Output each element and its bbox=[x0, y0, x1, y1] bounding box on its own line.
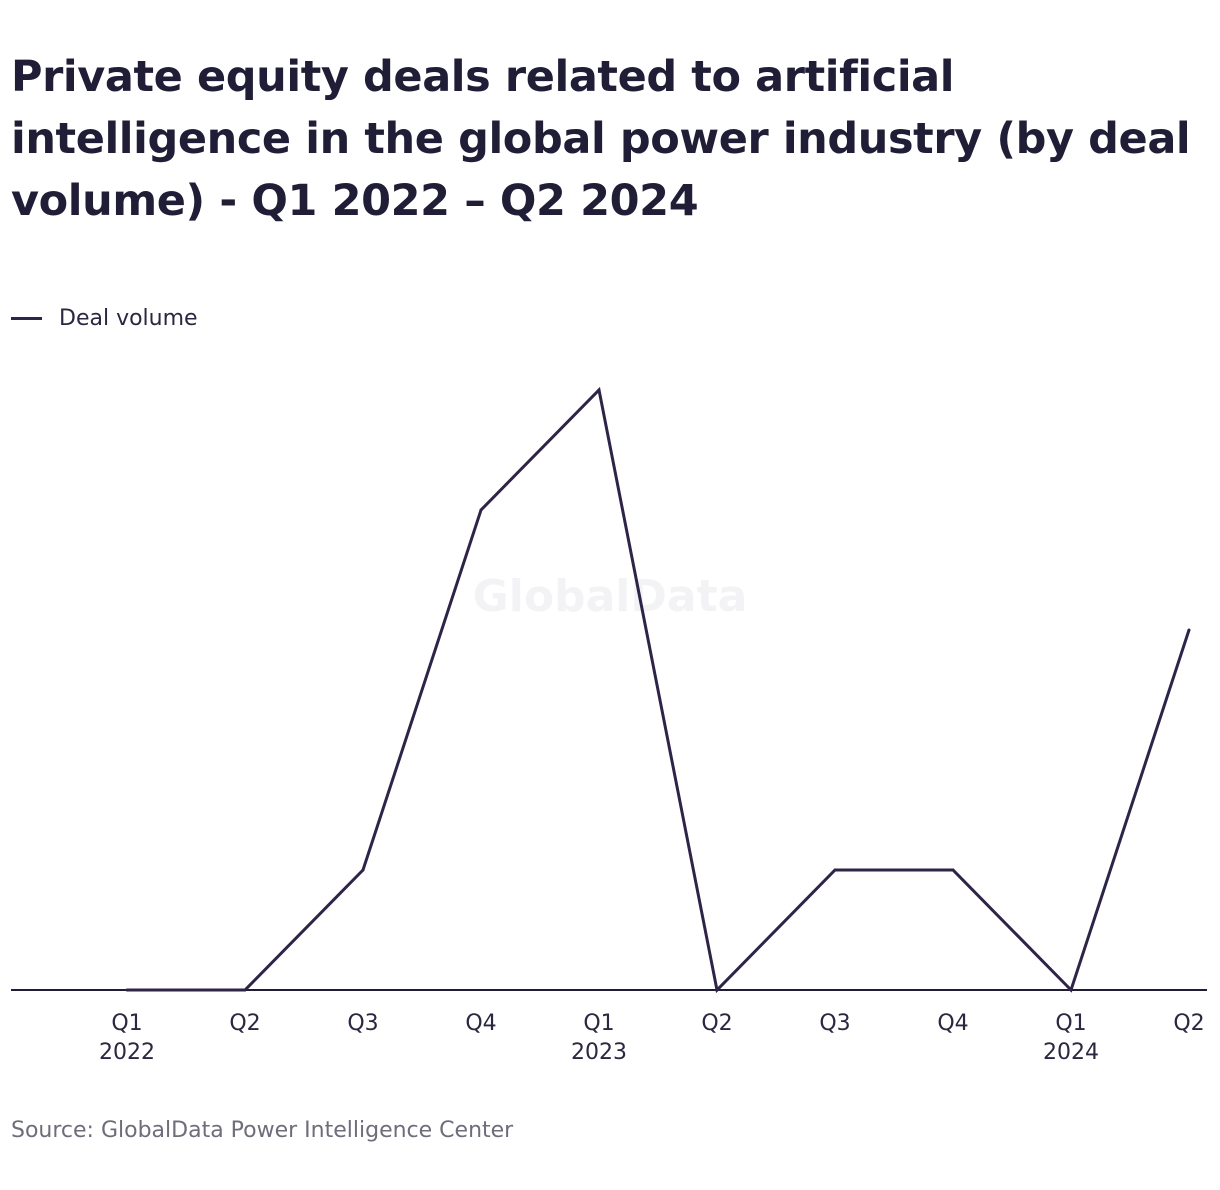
legend: Deal volume bbox=[11, 306, 198, 331]
data-point bbox=[597, 388, 601, 392]
data-point bbox=[1069, 988, 1073, 992]
x-tick-label-quarter: Q2 bbox=[701, 1011, 732, 1036]
x-tick-label-quarter: Q1 bbox=[111, 1011, 142, 1036]
x-tick-label-quarter: Q4 bbox=[937, 1011, 968, 1036]
legend-line-swatch bbox=[11, 317, 42, 320]
x-tick-labels: Q1 2022 Q2 Q3 Q4 Q1 2023 Q2 Q3 Q4 Q1 2024 Q2 bbox=[99, 1011, 1205, 1065]
x-tick-label-quarter: Q1 bbox=[583, 1011, 614, 1036]
series-line-deal-volume bbox=[127, 386, 1191, 994]
x-tick-label-quarter: Q4 bbox=[465, 1011, 496, 1036]
x-tick-label-year: 2022 bbox=[99, 1040, 155, 1065]
x-tick-label-quarter: Q3 bbox=[819, 1011, 850, 1036]
data-point bbox=[1187, 628, 1191, 632]
x-tick-label-quarter: Q2 bbox=[1173, 1011, 1204, 1036]
data-point bbox=[951, 868, 955, 872]
data-point bbox=[715, 988, 719, 992]
data-point bbox=[361, 868, 365, 872]
x-tick-label-quarter: Q3 bbox=[347, 1011, 378, 1036]
data-point bbox=[243, 988, 247, 992]
data-point bbox=[833, 868, 837, 872]
watermark: GlobalData bbox=[473, 571, 748, 622]
x-tick-label-year: 2024 bbox=[1043, 1040, 1099, 1065]
legend-label-deal-volume: Deal volume bbox=[59, 306, 198, 331]
series-group bbox=[125, 386, 1191, 994]
x-tick-label-year: 2023 bbox=[571, 1040, 627, 1065]
x-tick-label-quarter: Q1 bbox=[1055, 1011, 1086, 1036]
chart-title: Private equity deals related to artifici… bbox=[11, 52, 1191, 226]
data-point bbox=[125, 988, 129, 992]
data-point bbox=[479, 508, 483, 512]
x-tick-label-quarter: Q2 bbox=[229, 1011, 260, 1036]
source-note: Source: GlobalData Power Intelligence Ce… bbox=[11, 1118, 514, 1143]
